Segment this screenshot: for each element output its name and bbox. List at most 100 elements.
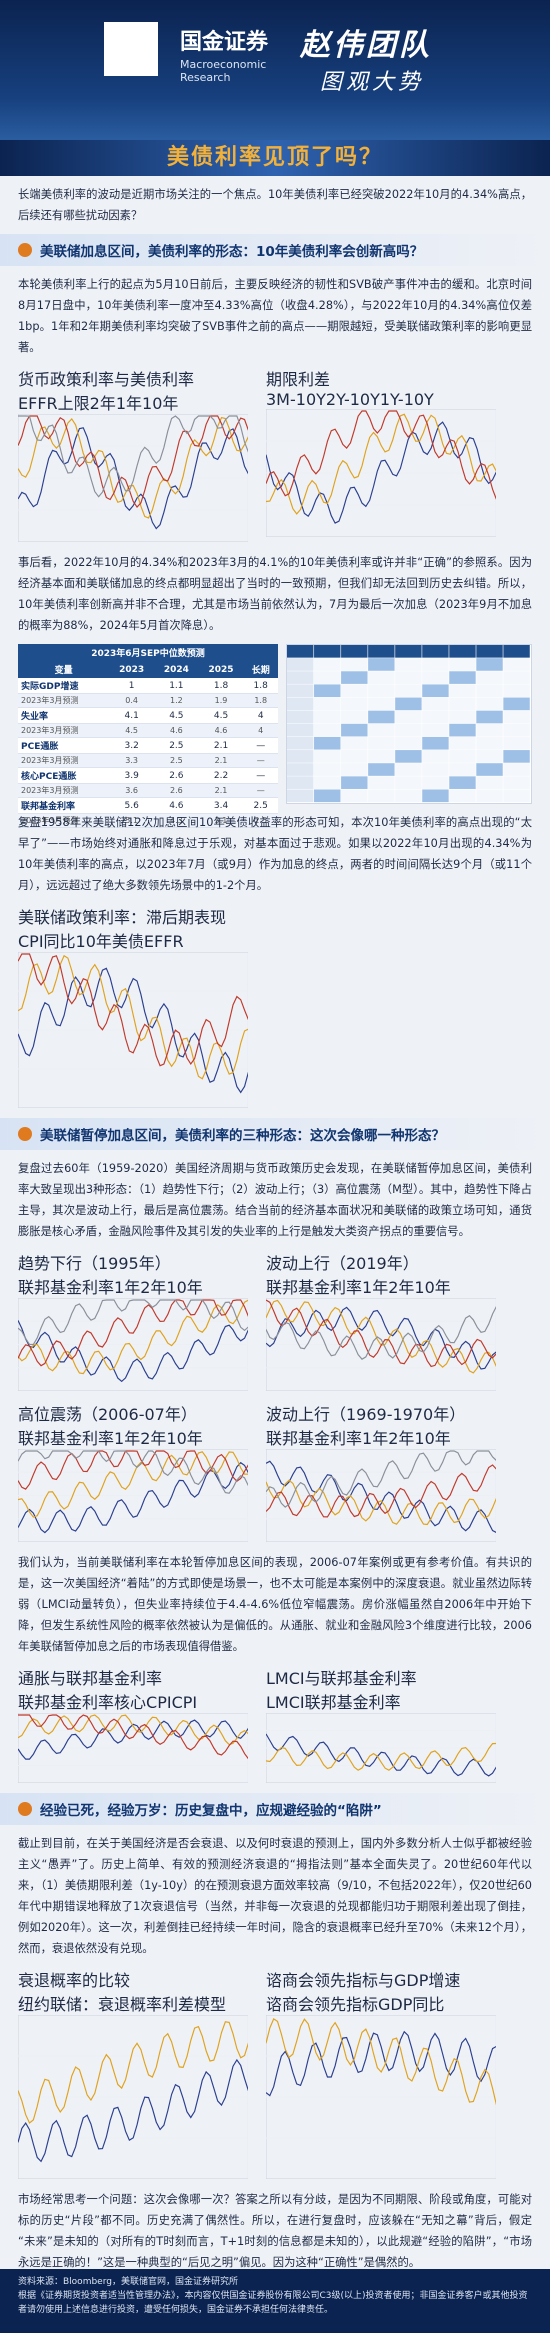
legend-label: 1年	[362, 1429, 389, 1448]
line-decoration	[17, 1450, 249, 1494]
chart: 货币政策利率与美债利率 EFFR上限2年1年10年	[17, 366, 258, 544]
legend-label: 核心CPI	[114, 1693, 172, 1712]
grid-cell	[395, 684, 422, 698]
grid-cell	[314, 736, 341, 750]
plot-decoration	[17, 413, 249, 543]
table-row: 2023年3月预测 0.4 1.2 1.9 1.8	[18, 693, 278, 708]
row-label: 2023年3月预测	[18, 693, 110, 708]
table-cell: 3.3	[109, 753, 155, 768]
grid-cell	[395, 645, 422, 658]
grid-cell	[476, 736, 503, 750]
line-decoration	[265, 1460, 497, 1534]
legend-item: GDP同比	[378, 1995, 444, 2014]
table-cell: 2.6	[154, 783, 199, 798]
legend-label: 2年	[140, 1429, 167, 1448]
column-header: 长期	[243, 661, 278, 678]
line-decoration	[17, 1451, 249, 1518]
line-decoration	[265, 413, 497, 515]
section-icon	[18, 1127, 32, 1141]
table-cell: 4.1	[109, 707, 155, 724]
section-title: 美联储暂停加息区间，美债利率的三种形态：这次会像哪一种形态？	[40, 1128, 445, 1144]
grid-cell	[422, 671, 449, 684]
grid-cell	[476, 723, 503, 737]
team: 赵伟团队	[300, 28, 432, 63]
slogan: 图观大势	[320, 70, 425, 95]
row-label: 失业率	[18, 707, 110, 724]
grid-cell	[341, 684, 368, 698]
legend-label: 联邦基金利率	[304, 1693, 401, 1712]
grid-cell	[449, 789, 476, 803]
grid-cell	[368, 789, 395, 803]
chart: 波动上行（1969-1970年） 联邦基金利率1年2年10年	[265, 1401, 506, 1544]
legend-item: 2年	[90, 394, 116, 413]
source: 资料来源：Bloomberg，美联储官网，国金证券研究所	[18, 2277, 238, 2287]
grid-cell	[503, 710, 530, 724]
legend-label: 联邦基金利率	[18, 1429, 115, 1448]
legend-item: 1年	[116, 394, 142, 413]
line-decoration	[17, 967, 249, 1094]
chart: 波动上行（2019年） 联邦基金利率1年2年10年	[265, 1250, 506, 1393]
grid-cell	[287, 789, 314, 803]
legend-label: 1年	[114, 1429, 141, 1448]
plot-decoration	[265, 2014, 497, 2180]
legend: 联邦基金利率核心CPICPI	[18, 1689, 258, 1713]
grid-cell	[476, 684, 503, 698]
grid-cell	[395, 763, 422, 776]
line-decoration	[265, 1306, 497, 1370]
table-cell: 2.1	[198, 753, 244, 768]
grid-cell	[422, 789, 449, 803]
line-decoration	[265, 1306, 497, 1360]
table-cell: 4.5	[154, 707, 199, 724]
grid-cell	[476, 789, 503, 803]
legend-item: LMCI	[266, 1693, 305, 1712]
grid-cell	[314, 710, 341, 724]
legend-label: 纽约联储：衰退概率	[18, 1995, 163, 2014]
table-cell: 5.1	[109, 813, 155, 828]
chart-title: 期限利差	[266, 370, 331, 389]
chart-title: 美联储政策利率：滞后期表现	[18, 908, 227, 927]
table-row: 2023年3月预测 4.5 4.6 4.6 4	[18, 723, 278, 738]
content: 长端美债利率的波动是近期市场关注的一个焦点。10年美债利率已经突破2022年10…	[0, 176, 550, 2273]
grid-cell	[287, 750, 314, 763]
header: 国金证券 Macroeconomic Research 赵伟团队 图观大势	[0, 0, 550, 140]
grid-cell	[503, 645, 530, 658]
row-label: 2023年3月预测	[18, 813, 110, 828]
line-decoration	[265, 1733, 497, 1777]
row-label: 2023年3月预测	[18, 753, 110, 768]
legend-label: 1年	[114, 1278, 141, 1297]
grid-cell	[287, 697, 314, 711]
grid-cell	[449, 750, 476, 763]
table-cell: 3.1	[198, 813, 244, 828]
grid-cell	[449, 671, 476, 684]
line-decoration	[265, 421, 497, 524]
legend-item: EFFR	[144, 932, 184, 951]
grid-cell	[449, 776, 476, 789]
chart-title: 通胀与联邦基金利率	[18, 1669, 163, 1688]
chart-row: 通胀与联邦基金利率 联邦基金利率核心CPICPI LMCI与联邦基金利率 LMCI联邦…	[17, 1665, 532, 1785]
grid-cell	[341, 658, 368, 671]
brand-en: Macroeconomic Research	[180, 58, 267, 84]
plot-decoration	[17, 1448, 249, 1543]
grid-cell	[314, 763, 341, 776]
line-decoration	[265, 2018, 497, 2105]
intro: 长端美债利率的波动是近期市场关注的一个焦点。10年美债利率已经突破2022年10…	[18, 188, 532, 222]
table-row: 实际GDP增速 1 1.1 1.8 1.8	[18, 678, 278, 694]
chart-row: 美联储政策利率：滞后期表现 CPI同比10年美债EFFR	[17, 904, 532, 1110]
legend-label: 1Y-10Y	[379, 390, 434, 409]
grid-cell	[368, 750, 395, 763]
grid-cell	[422, 684, 449, 698]
legend-item: 10年	[142, 394, 178, 413]
grid-cell	[368, 684, 395, 698]
line-decoration	[265, 1742, 497, 1771]
legend-label: GDP同比	[378, 1995, 445, 2014]
paragraph: 市场经常思考一个问题：这次会像哪一次？答案之所以有分歧，是因为不同期限、阶段或角…	[18, 2193, 532, 2269]
table-row: 失业率 4.1 4.5 4.5 4	[18, 707, 278, 724]
legend: 联邦基金利率1年2年10年	[266, 1425, 506, 1449]
row-label: PCE通胀	[18, 737, 110, 754]
grid-cell	[341, 789, 368, 803]
paragraph: 复盘1958年来美联储12次加息区间10年美债收益率的形态可知，本次10年美债利…	[18, 816, 532, 892]
line-decoration	[17, 1299, 249, 1367]
legend-item: 2年	[140, 1278, 166, 1297]
legend: CPI同比10年美债EFFR	[18, 928, 258, 952]
table-cell: 4.5	[109, 723, 155, 738]
